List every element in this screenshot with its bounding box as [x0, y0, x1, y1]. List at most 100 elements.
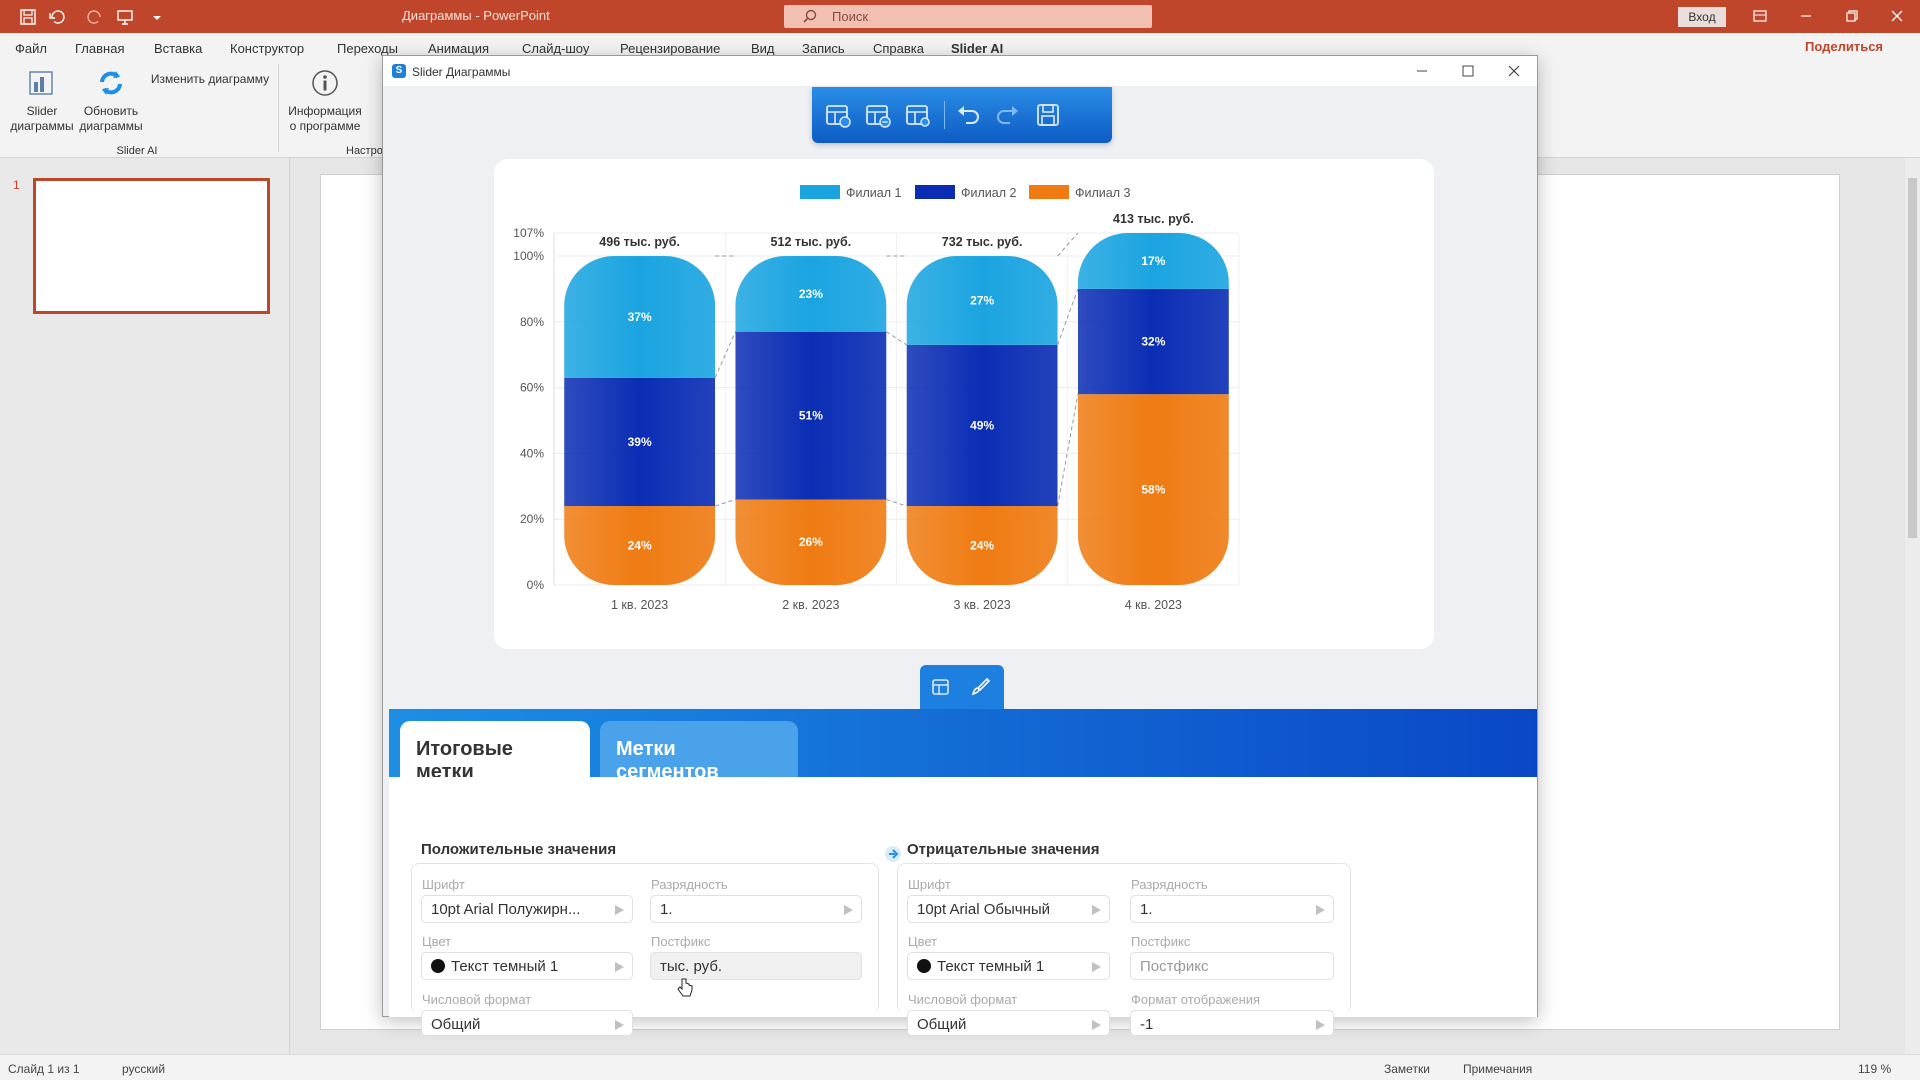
chart-add-icon[interactable]	[824, 101, 852, 129]
dialog-maximize-icon[interactable]	[1461, 64, 1475, 78]
bar-segment[interactable]	[906, 344, 1058, 507]
negative-numfmt-select[interactable]: Общий	[907, 1010, 1110, 1036]
connector-line	[714, 331, 736, 378]
redo-icon[interactable]	[86, 8, 104, 26]
bar-segment[interactable]	[906, 506, 1058, 585]
data-table-icon[interactable]	[930, 676, 952, 698]
undo-icon[interactable]	[954, 101, 982, 129]
bar-segment[interactable]	[735, 256, 887, 332]
chart-remove-icon[interactable]	[864, 101, 892, 129]
bar-segment[interactable]	[564, 377, 716, 507]
positive-digits-select[interactable]: 1.	[650, 895, 862, 923]
vertical-scrollbar[interactable]	[1905, 158, 1920, 1054]
zoom-level[interactable]: 119 %	[1858, 1062, 1892, 1076]
sign-in-button[interactable]: Вход	[1678, 7, 1726, 27]
bar-segment[interactable]	[735, 499, 887, 585]
menu-animations[interactable]: Анимация	[428, 41, 490, 56]
tab-segment-labels[interactable]: Метки сегментов	[600, 721, 798, 783]
brush-icon[interactable]	[970, 676, 992, 698]
bar-segment[interactable]	[564, 506, 716, 585]
positive-color-select[interactable]: Текст темный 1	[421, 952, 633, 980]
refresh-icon[interactable]	[94, 66, 128, 100]
menu-record[interactable]: Запись	[802, 41, 845, 56]
slider-charts-icon[interactable]	[26, 68, 56, 98]
menu-slider-ai[interactable]: Slider AI	[951, 41, 1004, 56]
minimize-icon[interactable]	[1796, 6, 1816, 26]
copy-to-negative-icon[interactable]	[884, 845, 902, 863]
connector-line	[1057, 232, 1079, 257]
menu-design[interactable]: Конструктор	[230, 41, 305, 56]
legend-swatch-series-3	[1029, 185, 1069, 199]
segment-label: 23%	[799, 287, 823, 301]
share-button[interactable]: Поделиться	[1805, 39, 1884, 54]
segment-label: 24%	[970, 539, 994, 553]
menu-help[interactable]: Справка	[873, 41, 924, 56]
menu-transitions[interactable]: Переходы	[337, 41, 398, 56]
language[interactable]: русский	[122, 1062, 166, 1076]
bar-segment[interactable]	[735, 331, 887, 500]
positive-postfix-value: тыс. руб.	[660, 958, 723, 975]
ribbon-display-icon[interactable]	[1750, 6, 1770, 26]
toolbar-divider	[944, 101, 945, 129]
bar-stack[interactable]	[735, 256, 887, 585]
bar-segment[interactable]	[1077, 394, 1229, 585]
slider-charts-label[interactable]: Slider диаграммы	[10, 104, 74, 133]
menu-slideshow[interactable]: Слайд-шоу	[522, 41, 590, 56]
close-icon[interactable]	[1887, 6, 1907, 26]
restore-icon[interactable]	[1842, 6, 1862, 26]
search-box[interactable]: Поиск	[784, 5, 1152, 28]
positive-digits-value: 1.	[660, 901, 673, 918]
segment-label: 17%	[1141, 254, 1165, 268]
bar-stack[interactable]	[1077, 233, 1229, 585]
bar-stack[interactable]	[906, 256, 1058, 585]
tab-total-labels[interactable]: Итоговые метки	[400, 721, 590, 783]
menu-view[interactable]: Вид	[751, 41, 775, 56]
info-icon[interactable]	[310, 68, 340, 98]
positive-font-select[interactable]: 10pt Arial Полужирн...	[421, 895, 633, 923]
negative-postfix-input[interactable]: Постфикс	[1130, 952, 1334, 980]
save-icon[interactable]	[1034, 101, 1062, 129]
dropdown-arrow-icon	[844, 905, 853, 915]
negative-postfix-placeholder: Постфикс	[1140, 958, 1209, 975]
slider-dialog: S Slider Диаграммы Филиал 1 Филиал 2 Фил…	[382, 55, 1538, 1036]
segment-label: 32%	[1141, 335, 1165, 349]
chart-settings-icon[interactable]	[904, 101, 932, 129]
scroll-thumb[interactable]	[1908, 178, 1917, 538]
settings-panel: Положительные значения Шрифт 10pt Arial …	[389, 777, 1537, 1036]
undo-icon[interactable]	[48, 8, 66, 26]
negative-color-select[interactable]: Текст темный 1	[907, 952, 1110, 980]
notes-button[interactable]: Заметки	[1384, 1062, 1430, 1076]
dialog-minimize-icon[interactable]	[1415, 64, 1429, 78]
bar-segment[interactable]	[1077, 233, 1229, 289]
menu-home[interactable]: Главная	[75, 41, 125, 56]
legend-swatch-series-2	[915, 185, 955, 199]
tab-band: Итоговые метки Метки сегментов	[389, 709, 1537, 783]
bar-segment[interactable]	[906, 256, 1058, 345]
present-icon[interactable]	[116, 8, 134, 26]
menu-review[interactable]: Рецензирование	[620, 41, 721, 56]
dropdown-arrow-icon	[615, 1020, 624, 1030]
redo-icon[interactable]	[994, 101, 1022, 129]
negative-digits-select[interactable]: 1.	[1130, 895, 1334, 923]
dropdown-arrow-icon	[1092, 962, 1101, 972]
dialog-close-icon[interactable]	[1507, 64, 1521, 78]
positive-numfmt-select[interactable]: Общий	[421, 1010, 633, 1036]
comments-button[interactable]: Примечания	[1463, 1062, 1533, 1076]
save-icon[interactable]	[19, 8, 37, 26]
negative-font-select[interactable]: 10pt Arial Обычный	[907, 895, 1110, 923]
customize-qat-icon[interactable]	[148, 8, 166, 26]
menu-insert[interactable]: Вставка	[154, 41, 203, 56]
bar-stack[interactable]	[564, 256, 716, 585]
stacked-bar-chart[interactable]: Филиал 1 Филиал 2 Филиал 3 0% 20% 40% 60% 80…	[494, 159, 1434, 649]
positive-postfix-input[interactable]: тыс. руб.	[650, 952, 862, 980]
bar-segment[interactable]	[564, 256, 716, 378]
slide-thumbnail[interactable]	[33, 178, 270, 314]
refresh-charts-label[interactable]: Обновить диаграммы	[79, 104, 143, 133]
edit-chart-button[interactable]: Изменить диаграмму	[150, 72, 270, 86]
about-label[interactable]: Информация о программе	[288, 104, 362, 133]
menu-file[interactable]: Файл	[15, 41, 47, 56]
segment-label: 37%	[628, 310, 652, 324]
negative-display-select[interactable]: -1	[1130, 1010, 1334, 1036]
bar-segment[interactable]	[1077, 288, 1229, 395]
title-bar: Диаграммы - PowerPoint Поиск Вход	[0, 0, 1920, 33]
